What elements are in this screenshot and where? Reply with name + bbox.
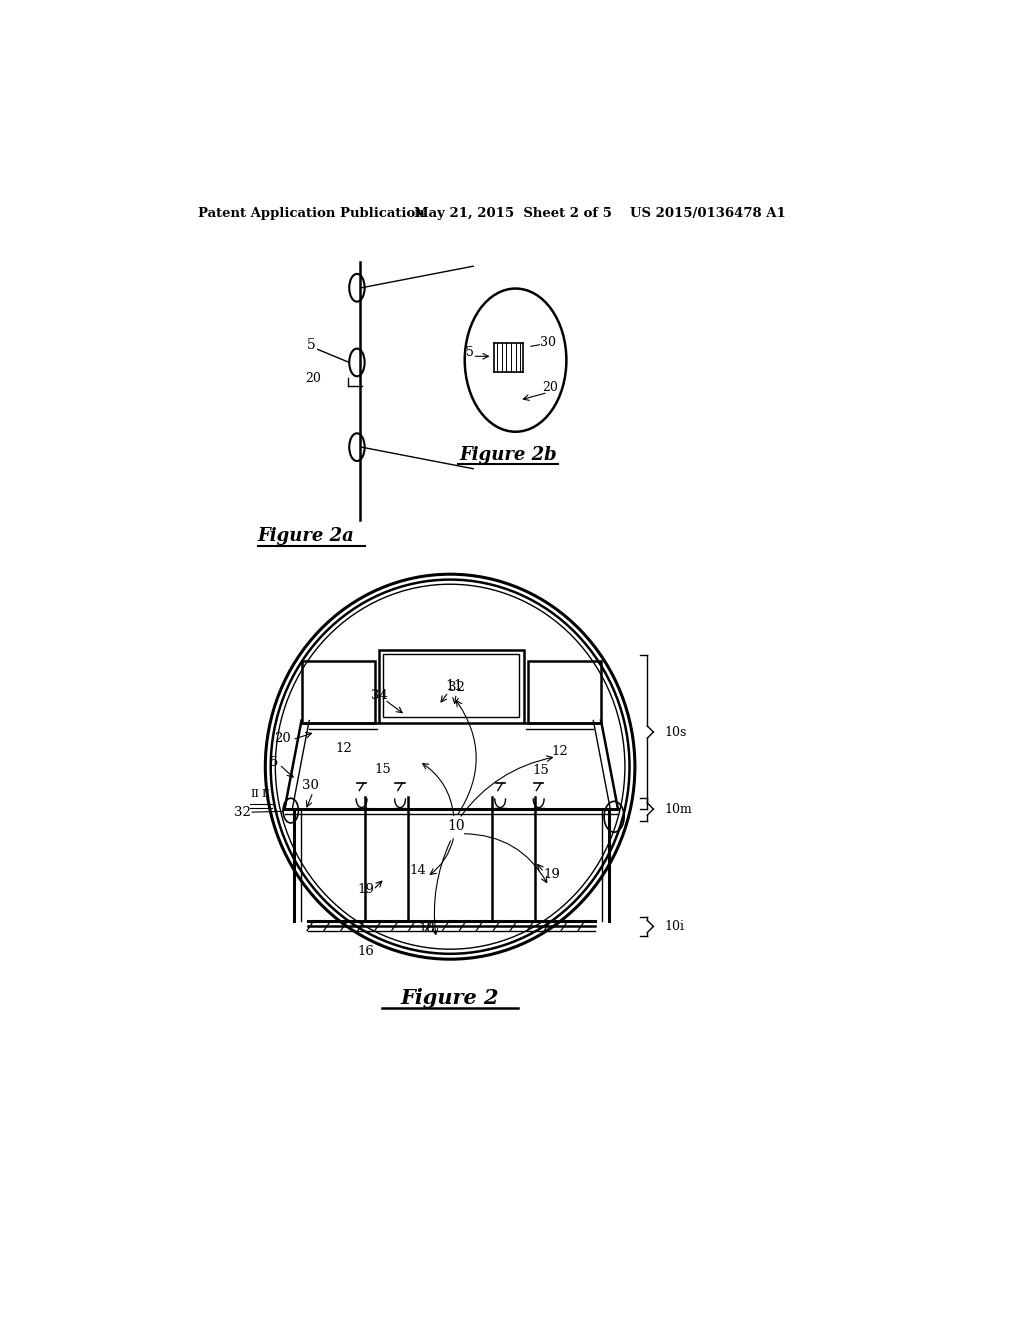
Text: 19: 19	[544, 869, 560, 880]
Text: Figure 2a: Figure 2a	[258, 527, 354, 545]
Text: May 21, 2015  Sheet 2 of 5: May 21, 2015 Sheet 2 of 5	[414, 207, 611, 220]
Text: 10i: 10i	[665, 920, 684, 933]
Text: II: II	[261, 789, 270, 799]
Text: 32: 32	[233, 805, 251, 818]
Text: 5: 5	[306, 338, 315, 352]
Text: 19: 19	[357, 883, 374, 896]
Text: 11: 11	[445, 678, 463, 693]
Text: 12: 12	[336, 742, 352, 755]
Text: 20: 20	[543, 381, 558, 393]
Text: II: II	[251, 789, 260, 799]
Text: 12: 12	[551, 744, 568, 758]
Text: 20: 20	[305, 372, 322, 384]
Text: 10: 10	[447, 818, 465, 833]
Text: 10m: 10m	[665, 803, 692, 816]
Text: US 2015/0136478 A1: US 2015/0136478 A1	[630, 207, 785, 220]
Text: 34: 34	[371, 689, 388, 702]
Text: Patent Application Publication: Patent Application Publication	[199, 207, 425, 220]
Text: 5: 5	[270, 756, 279, 770]
Text: 18: 18	[419, 921, 435, 935]
Text: 16: 16	[357, 945, 374, 958]
Text: 10s: 10s	[665, 726, 686, 739]
Text: 15: 15	[374, 763, 391, 776]
Text: Figure 2b: Figure 2b	[459, 446, 557, 463]
Text: 32: 32	[447, 681, 465, 694]
Text: Figure 2: Figure 2	[400, 987, 500, 1007]
Text: 20: 20	[273, 731, 291, 744]
Text: 15: 15	[532, 764, 549, 777]
Text: 5: 5	[466, 346, 474, 359]
Text: 30: 30	[301, 779, 318, 792]
Text: 30: 30	[541, 337, 556, 350]
Text: 14: 14	[410, 865, 426, 878]
